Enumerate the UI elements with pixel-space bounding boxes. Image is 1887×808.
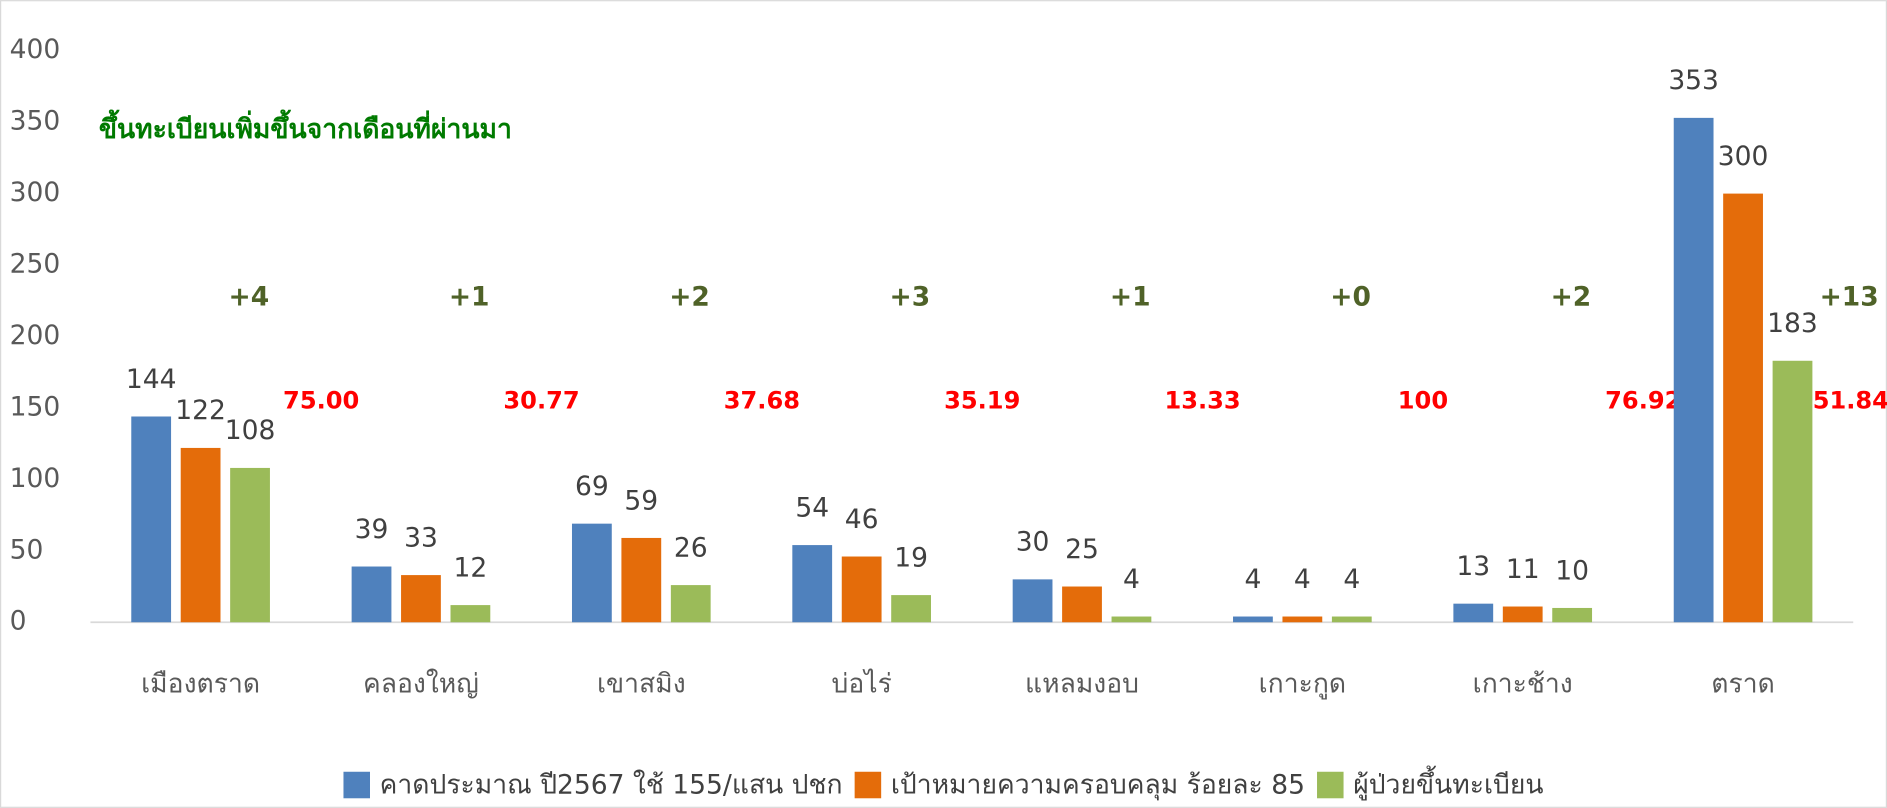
data-label: 13 [1456, 551, 1490, 582]
bar [1062, 586, 1102, 623]
data-label: 4 [1343, 564, 1360, 595]
percent-label: 76.92 [1605, 387, 1681, 415]
legend-swatch [1317, 771, 1344, 799]
x-tick-label: คลองใหญ่ [363, 668, 479, 699]
increase-label: +0 [1330, 281, 1371, 312]
data-label: 353 [1668, 65, 1719, 96]
data-label: 122 [175, 395, 226, 426]
increase-label: +4 [229, 281, 270, 312]
percent-label: 100 [1398, 387, 1448, 415]
bar [180, 447, 221, 623]
increase-label: +13 [1820, 281, 1879, 312]
data-label: 26 [674, 532, 708, 563]
data-label: 4 [1244, 564, 1261, 595]
y-tick-label: 50 [10, 534, 44, 565]
x-tick-label: ตราด [1711, 668, 1775, 699]
data-label: 11 [1506, 554, 1540, 585]
annotation: ขึ้นทะเบียนเพิ่มขึ้นจากเดือนที่ผ่านมา [99, 109, 512, 145]
data-label: 108 [225, 415, 276, 446]
bar [1772, 360, 1813, 623]
bar [670, 585, 711, 623]
y-tick-label: 250 [10, 249, 61, 280]
data-label: 4 [1123, 564, 1140, 595]
y-tick-label: 400 [10, 34, 61, 65]
legend-swatch [343, 771, 370, 799]
x-tick-label: เกาะกูด [1259, 668, 1347, 699]
increase-label: +1 [449, 281, 490, 312]
x-tick-label: เมืองตราด [141, 668, 260, 699]
data-label: 39 [355, 514, 389, 545]
y-tick-label: 150 [10, 391, 61, 422]
bar [1502, 606, 1543, 623]
legend-label: ผู้ป่วยขึ้นทะเบียน [1353, 766, 1543, 801]
bar [571, 523, 612, 623]
percent-label: 13.33 [1164, 387, 1240, 415]
data-label: 25 [1065, 534, 1099, 565]
increase-label: +3 [890, 281, 931, 312]
y-tick-label: 300 [10, 177, 61, 208]
bar [1282, 616, 1323, 623]
percent-label: 51.84 [1813, 387, 1887, 415]
bar [1111, 616, 1152, 623]
increase-label: +2 [1551, 281, 1592, 312]
y-tick-label: 100 [10, 463, 61, 494]
increase-label: +1 [1110, 281, 1151, 312]
bar [1552, 607, 1593, 623]
data-label: 300 [1718, 141, 1769, 172]
bar [450, 605, 491, 623]
bar [1331, 616, 1372, 623]
data-label: 46 [845, 504, 879, 535]
bar [1673, 117, 1714, 623]
y-tick-label: 200 [10, 320, 61, 351]
data-label: 19 [894, 542, 928, 573]
legend-label: คาดประมาณ ปี2567 ใช้ 155/แสน ปชก [380, 770, 843, 801]
legend-swatch [854, 771, 882, 799]
x-tick-label: เขาสมิง [597, 668, 686, 699]
bar [1012, 579, 1053, 623]
y-tick-label: 350 [10, 106, 61, 137]
percent-label: 37.68 [724, 387, 800, 415]
y-tick-label: 0 [10, 606, 27, 637]
legend-label: เป้าหมายความครอบคลุม ร้อยละ 85 [891, 770, 1305, 801]
percent-label: 35.19 [944, 387, 1020, 415]
data-label: 59 [624, 485, 658, 516]
increase-label: +2 [669, 281, 710, 312]
percent-label: 75.00 [283, 387, 359, 415]
bar [401, 575, 441, 623]
x-tick-label: เกาะช้าง [1473, 668, 1573, 699]
data-label: 4 [1294, 564, 1311, 595]
bar [1233, 616, 1273, 623]
bar [1723, 193, 1763, 623]
x-tick-label: แหลมงอบ [1025, 668, 1139, 699]
bar [230, 467, 270, 623]
data-label: 30 [1016, 527, 1050, 558]
bar [131, 416, 172, 623]
bar [351, 566, 392, 623]
data-label: 144 [126, 364, 177, 395]
percent-label: 30.77 [503, 387, 579, 415]
bar [841, 556, 882, 623]
data-label: 12 [454, 552, 488, 583]
bar [792, 545, 833, 623]
bar [891, 595, 931, 623]
bar [1453, 603, 1494, 623]
data-label: 10 [1555, 555, 1589, 586]
bar [621, 537, 662, 623]
x-tick-label: บ่อไร่ [831, 668, 891, 699]
data-label: 183 [1767, 308, 1818, 339]
data-label: 54 [795, 492, 829, 523]
data-label: 69 [575, 471, 609, 502]
data-label: 33 [404, 522, 438, 553]
